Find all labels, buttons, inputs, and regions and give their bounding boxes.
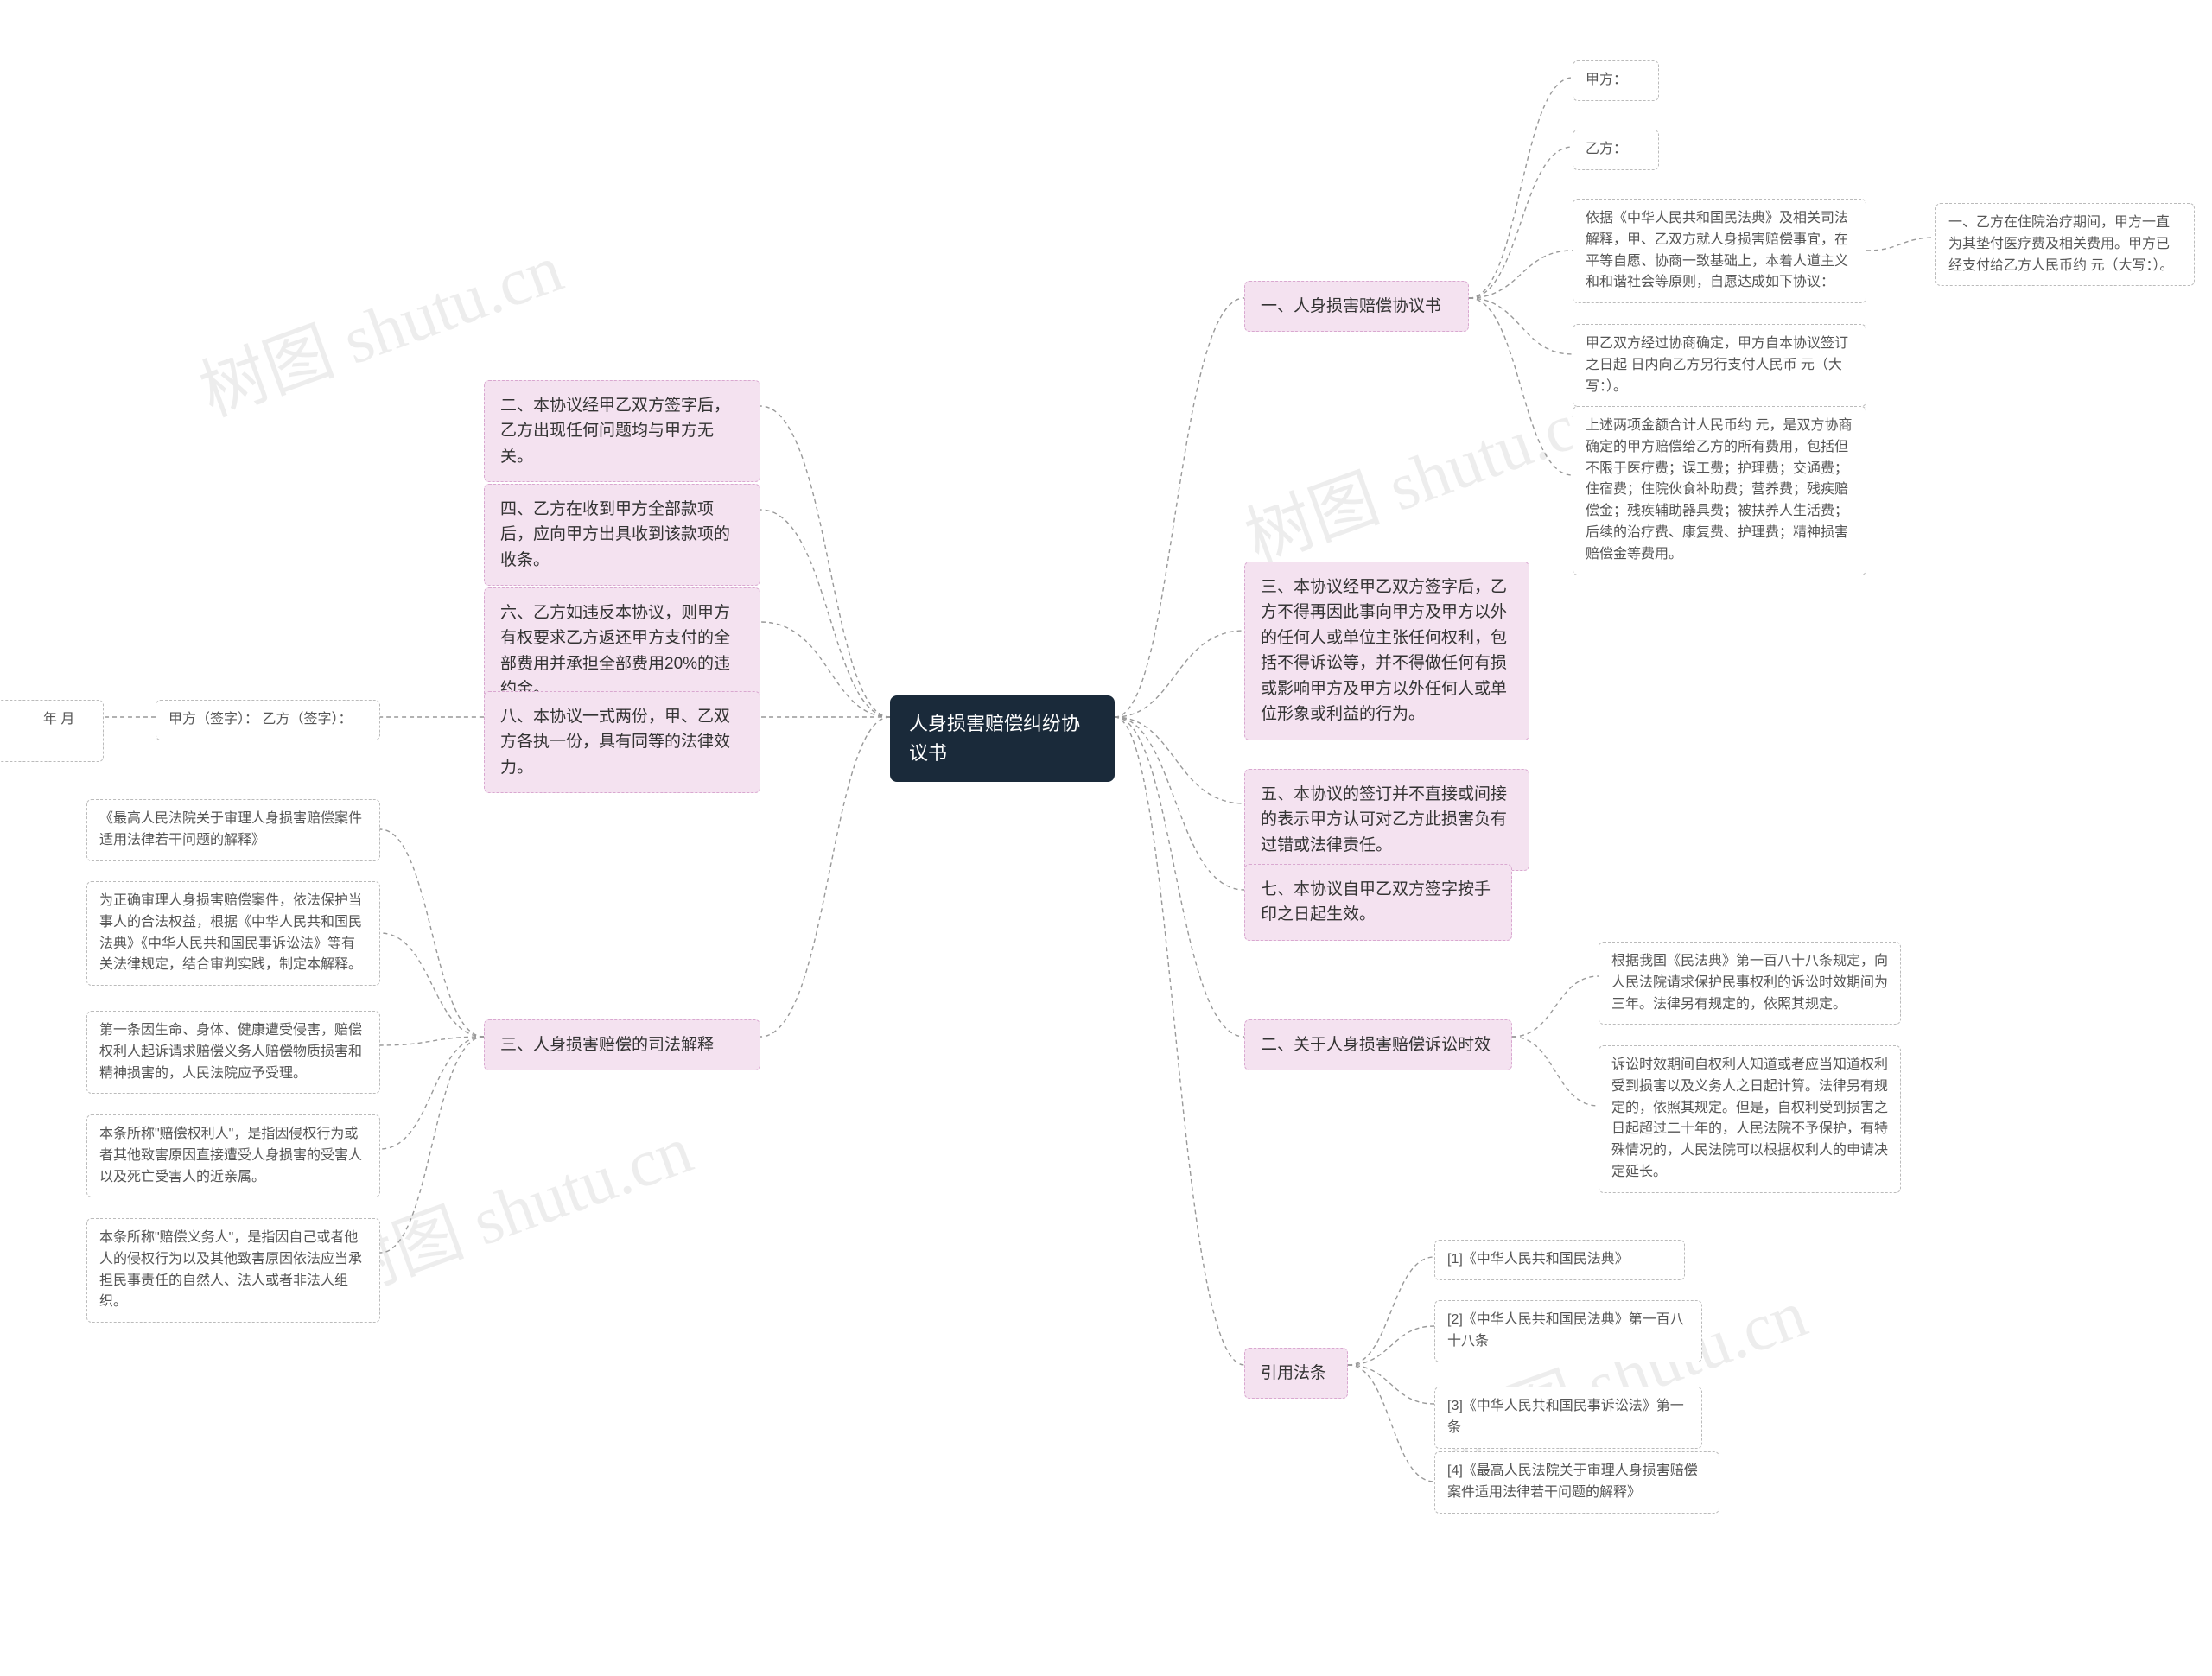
leaf-ref-1: [1]《中华人民共和国民法典》 xyxy=(1434,1240,1685,1280)
leaf-ref-2: [2]《中华人民共和国民法典》第一百八十八条 xyxy=(1434,1300,1702,1362)
leaf-signatures: 甲方（签字）： 乙方（签字）： xyxy=(156,700,380,740)
leaf-total: 上述两项金额合计人民币约 元，是双方协商确定的甲方赔偿给乙方的所有费用，包括但不… xyxy=(1573,406,1866,575)
watermark: 树图 shutu.cn xyxy=(1230,362,1619,582)
leaf-sec3-3: 第一条因生命、身体、健康遭受侵害，赔偿权利人起诉请求赔偿义务人赔偿物质损害和精神… xyxy=(86,1011,380,1094)
leaf-sec3-5: 本条所称"赔偿义务人"，是指因自己或者他人的侵权行为以及其他致害原因依法应当承担… xyxy=(86,1218,380,1323)
leaf-party-b: 乙方： xyxy=(1573,130,1659,170)
branch-section-1[interactable]: 一、人身损害赔偿协议书 xyxy=(1244,281,1469,332)
leaf-sec3-2: 为正确审理人身损害赔偿案件，依法保护当事人的合法权益，根据《中华人民共和国民法典… xyxy=(86,881,380,986)
leaf-ref-3: [3]《中华人民共和国民事诉讼法》第一条 xyxy=(1434,1387,1702,1449)
branch-section-3[interactable]: 三、人身损害赔偿的司法解释 xyxy=(484,1019,760,1070)
branch-section-2[interactable]: 二、关于人身损害赔偿诉讼时效 xyxy=(1244,1019,1512,1070)
leaf-ref-4: [4]《最高人民法院关于审理人身损害赔偿案件适用法律若干问题的解释》 xyxy=(1434,1451,1719,1514)
leaf-dates: 年 月 日 年 月 日 xyxy=(0,700,104,762)
leaf-basis: 依据《中华人民共和国民法典》及相关司法解释，甲、乙双方就人身损害赔偿事宜，在平等… xyxy=(1573,199,1866,303)
branch-clause-4[interactable]: 四、乙方在收到甲方全部款项后，应向甲方出具收到该款项的收条。 xyxy=(484,484,760,586)
branch-clause-7[interactable]: 七、本协议自甲乙双方签字按手印之日起生效。 xyxy=(1244,864,1512,941)
leaf-party-a: 甲方： xyxy=(1573,60,1659,101)
root-node[interactable]: 人身损害赔偿纠纷协议书 xyxy=(890,695,1115,782)
leaf-payment: 甲乙双方经过协商确定，甲方自本协议签订之日起 日内向乙方另行支付人民币 元（大写… xyxy=(1573,324,1866,407)
leaf-sec2-2: 诉讼时效期间自权利人知道或者应当知道权利受到损害以及义务人之日起计算。法律另有规… xyxy=(1599,1045,1901,1193)
leaf-sec3-4: 本条所称"赔偿权利人"，是指因侵权行为或者其他致害原因直接遭受人身损害的受害人以… xyxy=(86,1114,380,1197)
branch-clause-3[interactable]: 三、本协议经甲乙双方签字后，乙方不得再因此事向甲方及甲方以外的任何人或单位主张任… xyxy=(1244,562,1529,740)
leaf-sec2-1: 根据我国《民法典》第一百八十八条规定，向人民法院请求保护民事权利的诉讼时效期间为… xyxy=(1599,942,1901,1025)
leaf-sec3-1: 《最高人民法院关于审理人身损害赔偿案件适用法律若干问题的解释》 xyxy=(86,799,380,861)
leaf-clause-1: 一、乙方在住院治疗期间，甲方一直为其垫付医疗费及相关费用。甲方已经支付给乙方人民… xyxy=(1936,203,2195,286)
branch-clause-8[interactable]: 八、本协议一式两份，甲、乙双方各执一份，具有同等的法律效力。 xyxy=(484,691,760,793)
branch-references[interactable]: 引用法条 xyxy=(1244,1348,1348,1399)
branch-clause-2[interactable]: 二、本协议经甲乙双方签字后，乙方出现任何问题均与甲方无关。 xyxy=(484,380,760,482)
branch-clause-5[interactable]: 五、本协议的签订并不直接或间接的表示甲方认可对乙方此损害负有过错或法律责任。 xyxy=(1244,769,1529,871)
